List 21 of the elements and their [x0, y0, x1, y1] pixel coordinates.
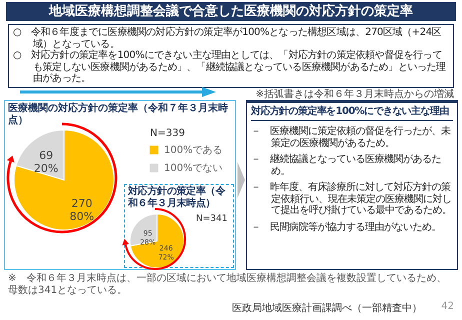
- pie-slice: [14, 130, 114, 230]
- text: N=339: [150, 128, 185, 139]
- text: ※ 令和６年３月末時点は、一部の区域において地域医療構想調整会議を複数設置しているため、母数は341となっている。: [8, 273, 448, 296]
- text: ○ 対応方針の策定率を100%にできない主な理由としては、「対応方針の策定依頼や督促を行っても策定しない医療機関があるため」、「継続協議となっている医療機関があるため」といった理由があった。: [8, 50, 454, 88]
- text: － 昨年度、有床診療所に対して対応方針の策定依頼行い、現在未策定の医療機関に対して提出を呼び掛けている最中であるため。: [251, 182, 452, 216]
- text: 42: [441, 301, 454, 312]
- text: 医政局地域医療計画課調べ（一部精査中）: [232, 302, 422, 315]
- legend-label: 100%である: [164, 145, 223, 156]
- data-label: 270 80%: [70, 197, 94, 224]
- text: ※括弧書きは令和６年３月末時点からの増減: [256, 88, 454, 101]
- text: 地域医療構想調整会議で合意した医療機関の対応方針の策定率: [6, 2, 456, 21]
- text: － 民間病院等が協力する理由がないため。: [251, 222, 442, 233]
- text: － 継続協議となっている医療機関があるため。: [251, 154, 442, 177]
- text: 対応方針の策定率を100%にできない主な理由: [251, 106, 453, 121]
- data-label: 69 20%: [34, 148, 58, 175]
- chart-title: 対応方針の策定率（令和６年３月末時点）: [128, 186, 226, 210]
- legend-label: 100%でない: [164, 163, 223, 174]
- text: － 医療機関に策定依頼の督促を行ったが、未策定の医療機関があるため。: [251, 126, 452, 149]
- chart-title: 医療機関の対応方針の策定率（令和７年３月末時点）: [8, 103, 229, 127]
- text: N=341: [196, 214, 228, 224]
- text: ○ 令和６年度までに医療機関の対応方針の策定率が100%となった構想区域は、270区域（+24区域）となっている。: [8, 24, 454, 50]
